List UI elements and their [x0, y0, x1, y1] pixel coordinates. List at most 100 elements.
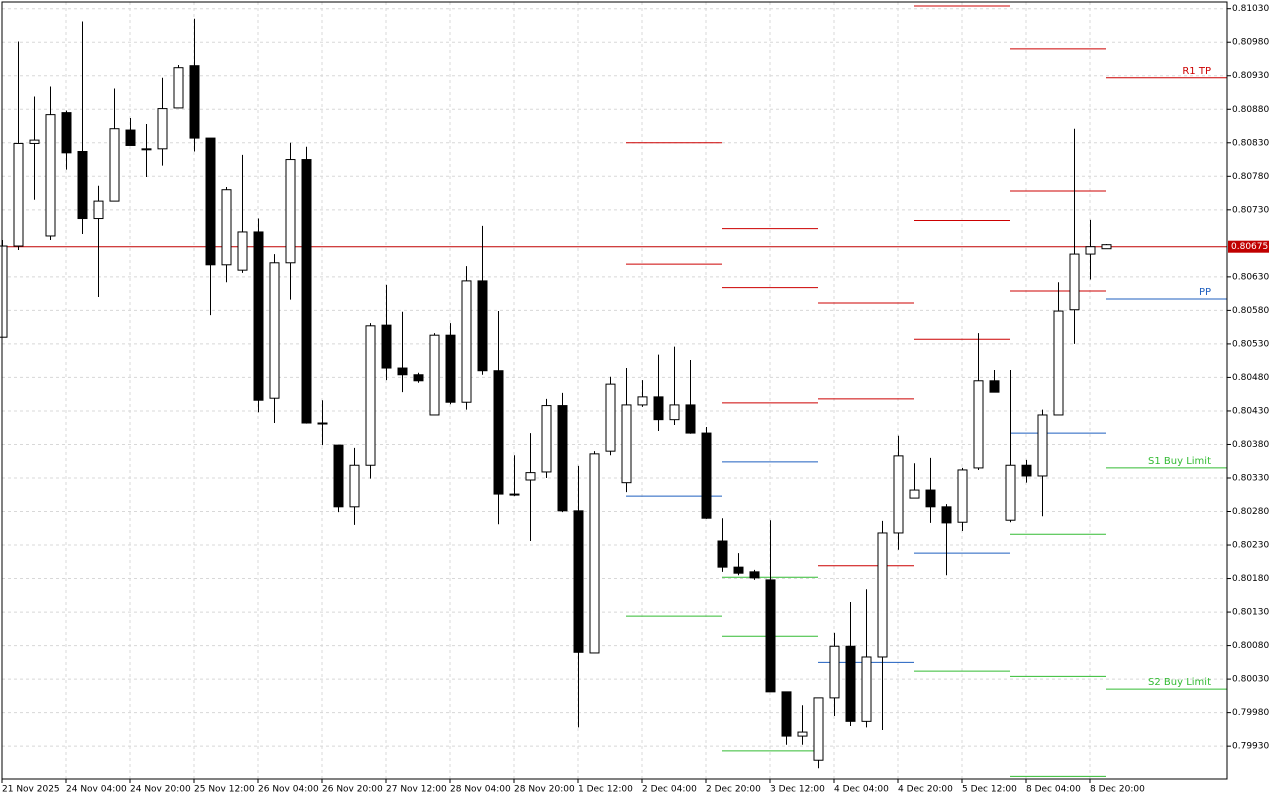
- x-tick-label: 26 Nov 04:00: [258, 785, 319, 795]
- candle-body: [1005, 464, 1016, 521]
- candle-body: [269, 262, 280, 399]
- candle-body: [429, 334, 440, 416]
- x-tick-label: 8 Dec 20:00: [1090, 785, 1145, 795]
- y-tick-label: 0.80630: [1232, 272, 1269, 282]
- candle-body: [749, 571, 760, 579]
- current-price-label: 0.80675: [1231, 242, 1268, 252]
- y-tick-label: 0.80280: [1232, 507, 1269, 517]
- candle-body: [125, 129, 136, 146]
- current-price-tag: [1228, 240, 1269, 253]
- plot-frame: [1, 1, 1228, 780]
- y-tick-label: 0.80180: [1232, 574, 1269, 584]
- x-tick-label: 4 Dec 20:00: [898, 785, 953, 795]
- x-tick-label: 28 Nov 20:00: [514, 785, 575, 795]
- candle-body: [1069, 253, 1080, 311]
- candle-body: [765, 579, 776, 693]
- candle-body: [477, 280, 488, 372]
- candle-body: [541, 405, 552, 473]
- candle-body: [989, 380, 1000, 393]
- candle-body: [285, 159, 296, 264]
- y-tick-label: 0.80030: [1232, 675, 1269, 685]
- candle-body: [141, 148, 152, 151]
- candle-body: [781, 691, 792, 737]
- candle-body: [397, 367, 408, 376]
- candle-body: [509, 493, 520, 496]
- x-tick-label: 25 Nov 12:00: [194, 785, 255, 795]
- candle-body: [957, 469, 968, 523]
- candle-body: [493, 370, 504, 495]
- candle-body: [861, 656, 872, 722]
- candle-body: [589, 453, 600, 654]
- y-tick-label: 0.80380: [1232, 440, 1269, 450]
- candle-body: [877, 532, 888, 658]
- candle-body: [845, 645, 856, 722]
- candle-body: [573, 510, 584, 653]
- x-tick-label: 21 Nov 2025: [2, 785, 60, 795]
- candle-body: [557, 405, 568, 512]
- candle-body: [237, 231, 248, 271]
- candle-body: [813, 697, 824, 761]
- candle-body: [941, 506, 952, 524]
- y-tick-label: 0.80580: [1232, 306, 1269, 316]
- x-tick-label: 5 Dec 12:00: [962, 785, 1017, 795]
- y-tick-label: 0.80530: [1232, 339, 1269, 349]
- candle-body: [93, 200, 104, 220]
- candle-body: [221, 189, 232, 266]
- x-tick-label: 24 Nov 04:00: [66, 785, 127, 795]
- y-tick-label: 0.81030: [1232, 4, 1269, 14]
- pivot-label: S1 Buy Limit: [1148, 456, 1211, 467]
- candle-body: [829, 645, 840, 699]
- candle-body: [205, 137, 216, 266]
- candle-body: [1021, 464, 1032, 477]
- x-tick-label: 8 Dec 04:00: [1026, 785, 1081, 795]
- x-tick-label: 2 Dec 04:00: [642, 785, 697, 795]
- candle-body: [701, 432, 712, 519]
- candle-body: [525, 472, 536, 481]
- y-tick-label: 0.79980: [1232, 708, 1269, 718]
- y-tick-label: 0.80980: [1232, 38, 1269, 48]
- candle-body: [909, 489, 920, 499]
- candle-body: [381, 324, 392, 369]
- y-tick-label: 0.80430: [1232, 406, 1269, 416]
- candle-body: [1101, 244, 1112, 250]
- candle-body: [637, 396, 648, 406]
- candle-body: [45, 114, 56, 237]
- y-tick-label: 0.79930: [1232, 742, 1269, 752]
- candle-body: [0, 245, 8, 338]
- candle-body: [109, 128, 120, 202]
- y-tick-label: 0.80130: [1232, 608, 1269, 618]
- candle-body: [77, 151, 88, 220]
- candle-body: [301, 159, 312, 424]
- x-tick-label: 3 Dec 12:00: [770, 785, 825, 795]
- candle-body: [189, 65, 200, 139]
- candle-body: [669, 404, 680, 421]
- y-tick-label: 0.80780: [1232, 172, 1269, 182]
- candle-body: [733, 566, 744, 574]
- candle-body: [413, 374, 424, 382]
- candle-body: [365, 325, 376, 466]
- candle-body: [685, 404, 696, 434]
- candle-body: [893, 455, 904, 534]
- candle-body: [621, 404, 632, 484]
- y-tick-label: 0.80930: [1232, 71, 1269, 81]
- candle-body: [1053, 310, 1064, 416]
- pivot-label: R1 TP: [1182, 66, 1211, 77]
- x-tick-label: 4 Dec 04:00: [834, 785, 889, 795]
- y-tick-label: 0.80880: [1232, 105, 1269, 115]
- candle-body: [173, 67, 184, 109]
- candle-body: [333, 444, 344, 508]
- pivot-label: S2 Buy Limit: [1148, 677, 1211, 688]
- pivot-label: PP: [1199, 287, 1211, 298]
- candle-body: [973, 380, 984, 469]
- candle-body: [653, 396, 664, 421]
- candle-body: [925, 489, 936, 508]
- candle-body: [461, 280, 472, 403]
- y-tick-label: 0.80730: [1232, 205, 1269, 215]
- candle-body: [13, 142, 24, 247]
- x-tick-label: 1 Dec 12:00: [578, 785, 633, 795]
- candle-body: [61, 112, 72, 154]
- y-tick-label: 0.80080: [1232, 641, 1269, 651]
- candle-body: [797, 731, 808, 737]
- candle-body: [157, 108, 168, 150]
